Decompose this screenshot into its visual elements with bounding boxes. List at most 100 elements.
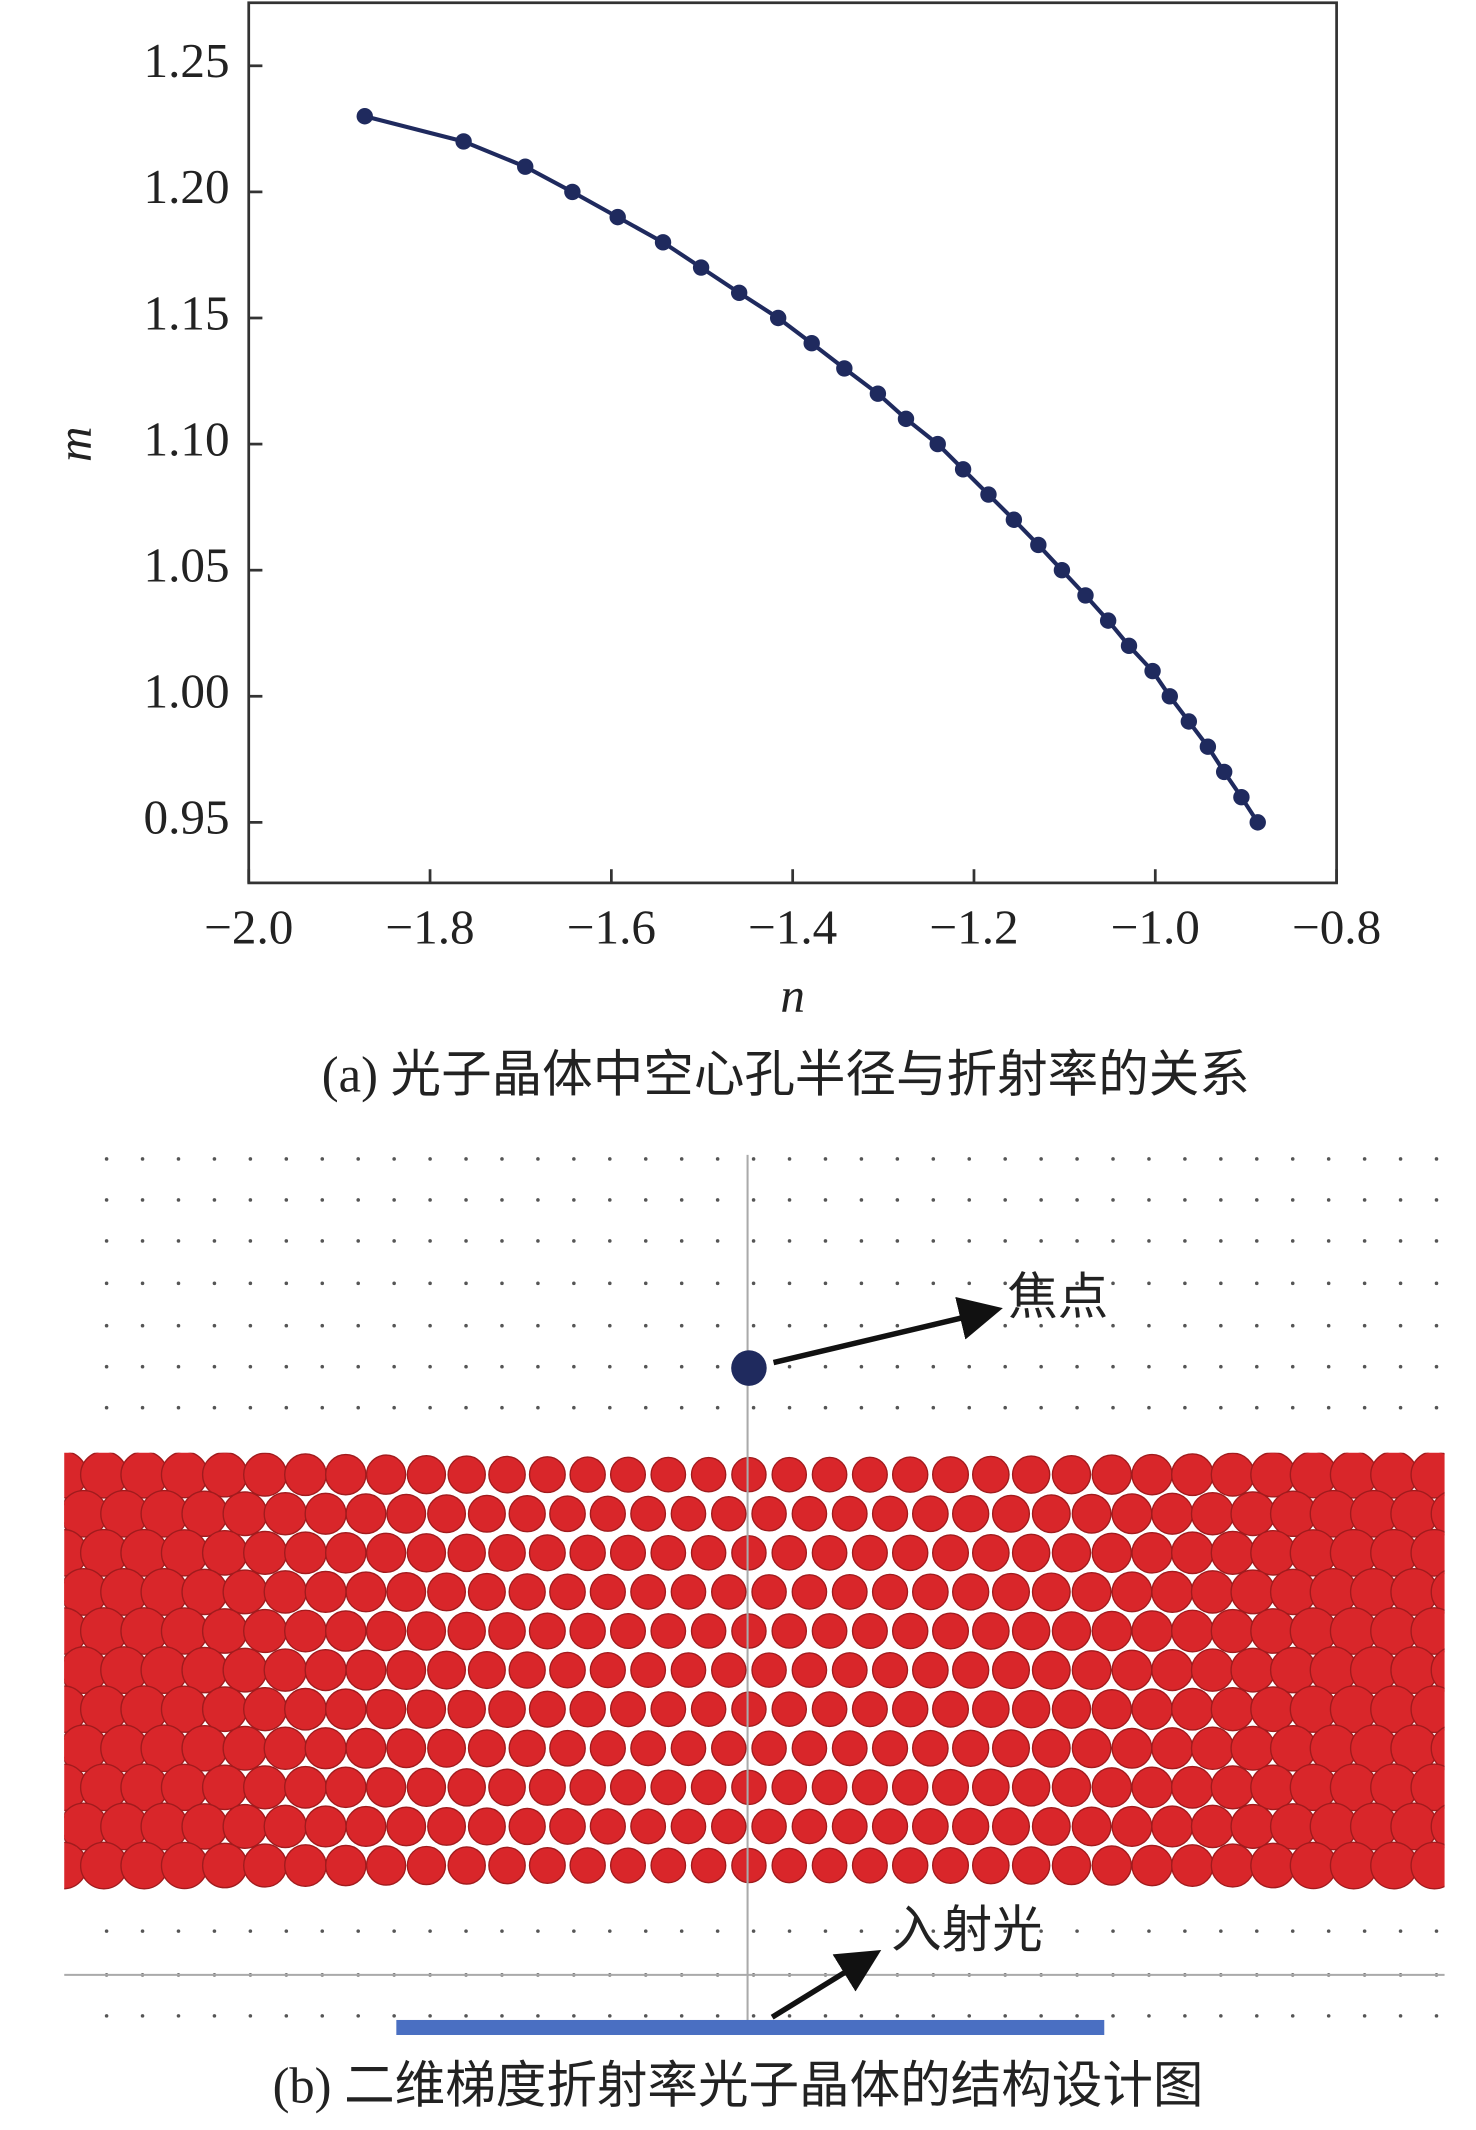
grid-dot — [356, 1239, 360, 1243]
grid-dot — [1147, 1239, 1151, 1243]
air-hole — [630, 1652, 667, 1689]
air-hole — [670, 1495, 707, 1532]
grid-dot — [608, 1929, 612, 1933]
grid-dot — [1326, 1323, 1331, 1328]
air-hole — [406, 1454, 447, 1495]
grid-dot — [1434, 1364, 1439, 1369]
air-hole — [690, 1691, 727, 1727]
grid-dot — [1290, 1364, 1295, 1369]
air-hole — [365, 1454, 407, 1495]
air-hole — [365, 1688, 407, 1730]
air-hole — [1031, 1728, 1071, 1768]
grid-dot — [787, 2014, 792, 2018]
air-hole — [488, 1690, 526, 1729]
grid-dot — [1183, 1323, 1187, 1328]
air-hole — [711, 1574, 747, 1610]
grid-dot — [1039, 1239, 1043, 1243]
air-hole — [690, 1613, 727, 1649]
air-hole — [1071, 1571, 1112, 1612]
grid-dot — [679, 1157, 684, 1161]
y-tick-label: 1.00 — [144, 664, 230, 719]
grid-dot — [104, 1239, 109, 1243]
air-hole — [911, 1573, 949, 1611]
air-hole — [406, 1845, 447, 1886]
air-hole — [1430, 1570, 1445, 1614]
air-hole — [427, 1494, 467, 1534]
air-hole — [811, 1769, 848, 1806]
grid-dot — [967, 2014, 972, 2018]
grid-dot — [1398, 1281, 1403, 1286]
grid-dot — [428, 1157, 432, 1161]
air-hole — [324, 1532, 367, 1574]
air-hole — [1031, 1650, 1071, 1690]
grid-dot — [751, 1323, 756, 1328]
grid-dot — [140, 1929, 145, 1933]
grid-dot — [104, 1364, 109, 1369]
focus-point — [731, 1350, 767, 1386]
grid-dot — [536, 1281, 540, 1286]
grid-dot — [1434, 1323, 1439, 1328]
grid-dot — [1147, 1929, 1151, 1933]
air-hole — [650, 1847, 687, 1884]
air-hole — [851, 1456, 888, 1493]
air-hole — [1210, 1530, 1255, 1575]
air-hole — [609, 1612, 647, 1650]
point — [1161, 688, 1178, 705]
grid-dot — [823, 1405, 828, 1410]
grid-dot — [1362, 1157, 1367, 1161]
grid-dot — [320, 2014, 325, 2018]
grid-dot — [464, 1929, 468, 1933]
air-hole — [630, 1573, 667, 1610]
air-hole — [0, 1842, 6, 1888]
air-hole — [831, 1573, 868, 1610]
air-hole — [1210, 1843, 1255, 1888]
grid-dot — [176, 1323, 181, 1328]
air-hole — [1111, 1493, 1153, 1535]
grid-dot — [1183, 1405, 1187, 1410]
grid-dot — [500, 1364, 504, 1369]
grid-dot — [104, 1157, 109, 1161]
air-hole — [1170, 1765, 1214, 1809]
grid-dot — [1362, 1323, 1367, 1328]
air-hole — [488, 1612, 526, 1650]
grid-dot — [428, 1281, 432, 1286]
grid-dot — [1290, 1157, 1295, 1161]
air-hole — [1011, 1455, 1051, 1494]
air-hole — [1051, 1533, 1092, 1573]
grid-dot — [1147, 2014, 1151, 2018]
grid-dot — [715, 1239, 720, 1243]
air-hole — [528, 1768, 566, 1806]
grid-dot — [1362, 1198, 1367, 1202]
air-hole — [951, 1729, 990, 1767]
air-hole — [1170, 1609, 1214, 1653]
air-hole — [508, 1807, 546, 1846]
air-hole — [871, 1495, 909, 1532]
air-hole — [911, 1495, 949, 1533]
grid-dot — [1398, 1405, 1403, 1410]
air-hole — [1289, 1841, 1338, 1890]
air-hole — [304, 1727, 347, 1770]
grid-dot — [1255, 1364, 1259, 1369]
air-hole — [1190, 1570, 1235, 1614]
air-hole — [771, 1769, 808, 1806]
grid-dot — [248, 1405, 253, 1410]
air-hole — [851, 1612, 888, 1650]
grid-dot — [751, 1157, 756, 1161]
grid-dot — [967, 1198, 972, 1202]
grid-dot — [895, 1364, 900, 1369]
air-hole — [1111, 1571, 1153, 1613]
grid-dot — [212, 1405, 217, 1410]
air-hole — [386, 1806, 427, 1847]
air-hole — [791, 1730, 828, 1767]
grid-dot — [104, 1929, 109, 1933]
air-hole — [345, 1805, 387, 1847]
grid-dot — [572, 1239, 576, 1243]
air-hole — [1329, 1841, 1378, 1890]
y-tick-label: 1.10 — [144, 411, 230, 466]
air-hole — [0, 1491, 26, 1537]
air-hole — [711, 1495, 747, 1532]
air-hole — [891, 1612, 929, 1650]
x-axis-label: n — [780, 968, 805, 1023]
grid-dot — [1039, 1281, 1043, 1286]
